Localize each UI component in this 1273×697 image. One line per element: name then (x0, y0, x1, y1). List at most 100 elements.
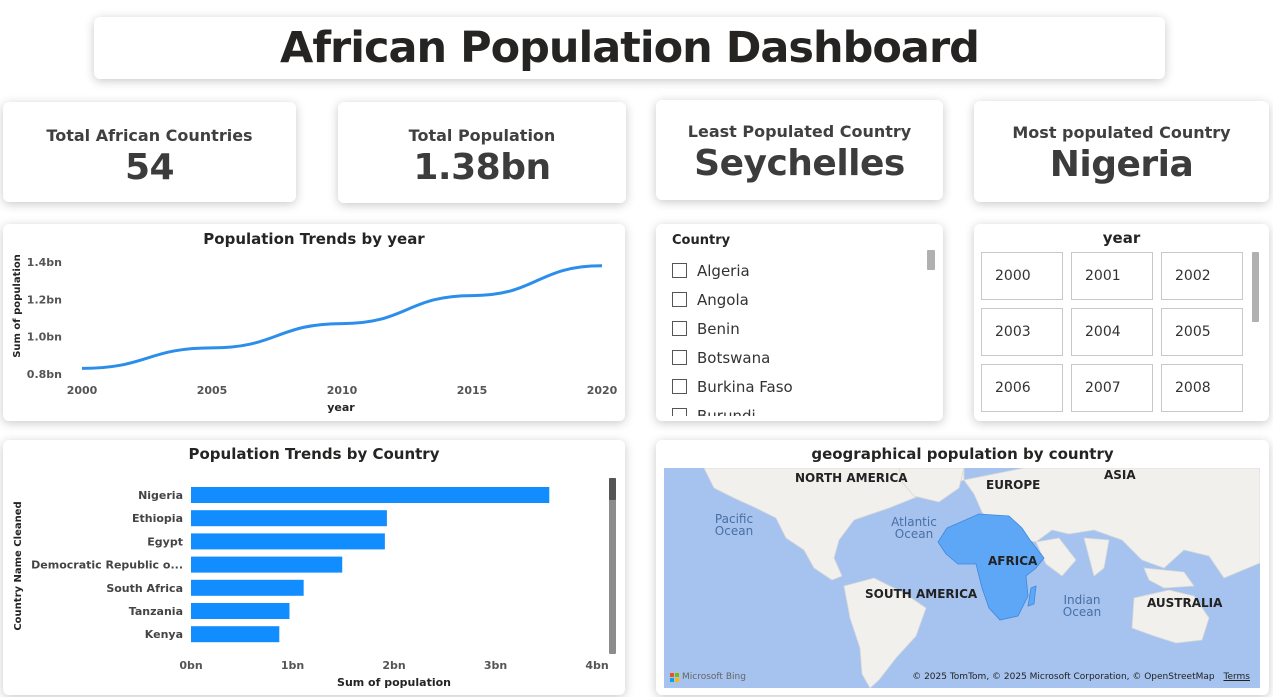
bar-chart-x-tick: 0bn (179, 659, 202, 672)
kpi-value: Nigeria (1049, 144, 1194, 185)
checkbox[interactable] (672, 350, 687, 365)
bar-chart-category-label: Nigeria (138, 489, 183, 502)
year-slicer[interactable]: year 2000 2001 2002 2003 2004 2005 2006 … (974, 224, 1269, 421)
map-attribution-text[interactable]: © 2025 TomTom, © 2025 Microsoft Corporat… (912, 672, 1215, 682)
year-tile[interactable]: 2002 (1161, 252, 1243, 300)
line-chart-x-tick: 2005 (197, 384, 228, 397)
line-chart-x-tick: 2000 (67, 384, 98, 397)
map-label-atlantic-ocean: Atlantic Ocean (891, 515, 937, 541)
slicer-item-angola[interactable]: Angola (672, 285, 928, 314)
kpi-value: Seychelles (694, 143, 905, 184)
map-label-pacific-ocean: Pacific Ocean (714, 512, 754, 538)
map-title: geographical population by country (811, 445, 1114, 463)
country-slicer[interactable]: Country Algeria Angola Benin Botswana Bu… (656, 224, 943, 421)
kpi-label: Least Populated Country (687, 122, 912, 141)
line-series-population[interactable] (81, 264, 603, 370)
slicer-item-label: Angola (697, 290, 749, 309)
year-tile[interactable]: 2008 (1161, 364, 1243, 412)
map-provider-logo: Microsoft Bing (670, 672, 746, 682)
bar-kenya[interactable] (191, 626, 280, 643)
line-chart-x-tick: 2015 (457, 384, 488, 397)
line-chart-title: Population Trends by year (203, 230, 425, 248)
kpi-card-least-populated[interactable]: Least Populated Country Seychelles (656, 100, 943, 200)
bar-chart-category-label: Egypt (147, 535, 183, 548)
microsoft-logo-icon (670, 672, 679, 682)
bar-tanzania[interactable] (191, 603, 290, 619)
map-label-europe: EUROPE (986, 478, 1041, 492)
map-land (703, 468, 1260, 688)
year-tile[interactable]: 2005 (1161, 308, 1243, 356)
line-chart-x-axis-title: year (327, 401, 355, 414)
kpi-card-total-population[interactable]: Total Population 1.38bn (338, 102, 626, 203)
line-chart-y-tick: 1.0bn (27, 331, 62, 344)
line-chart-x-tick: 2020 (587, 384, 618, 397)
slicer-item-algeria[interactable]: Algeria (672, 256, 928, 285)
line-chart-y-tick: 1.4bn (27, 256, 62, 269)
checkbox[interactable] (672, 408, 687, 416)
bar-south-africa[interactable] (191, 579, 304, 596)
map-provider-name: Microsoft Bing (682, 672, 746, 682)
checkbox[interactable] (672, 292, 687, 307)
line-chart-y-tick: 0.8bn (27, 368, 62, 381)
checkbox[interactable] (672, 321, 687, 336)
slicer-item-burkina-faso[interactable]: Burkina Faso (672, 372, 928, 401)
kpi-label: Total African Countries (46, 126, 253, 145)
year-slicer-scrollbar[interactable] (1252, 252, 1259, 322)
slicer-item-botswana[interactable]: Botswana (672, 343, 928, 372)
line-chart-y-axis-title: Sum of population (12, 254, 23, 358)
bar-egypt[interactable] (191, 533, 385, 550)
kpi-card-most-populated[interactable]: Most populated Country Nigeria (974, 101, 1269, 202)
map-label-australia: AUSTRALIA (1147, 596, 1223, 610)
slicer-item-benin[interactable]: Benin (672, 314, 928, 343)
line-chart-x-tick: 2010 (327, 384, 358, 397)
bar-chart-scrollbar-cap (609, 478, 616, 500)
line-chart-card[interactable]: Population Trends by year Sum of populat… (3, 224, 625, 421)
year-tile[interactable]: 2000 (981, 252, 1063, 300)
bar-chart-x-tick: 3bn (484, 659, 507, 672)
year-tile[interactable]: 2007 (1071, 364, 1153, 412)
year-slicer-title: year (1102, 229, 1141, 247)
bar-chart-category-label: Ethiopia (132, 512, 183, 525)
country-slicer-scrollbar[interactable] (927, 250, 935, 270)
bar-chart-category-label: South Africa (106, 582, 183, 595)
bar-chart-x-tick: 1bn (281, 659, 304, 672)
bar-democratic-republic-o[interactable] (191, 556, 343, 573)
line-chart: Sum of population year 1.4bn 1.2bn 1.0bn 0.… (12, 254, 618, 414)
world-map[interactable]: NORTH AMERICA EUROPE ASIA AFRICA SOUTH A… (664, 468, 1260, 688)
bar-nigeria[interactable] (191, 487, 550, 503)
map-label-indian-ocean: Indian Ocean (1062, 593, 1102, 619)
bar-chart-title: Population Trends by Country (188, 445, 440, 463)
kpi-card-total-countries[interactable]: Total African Countries 54 (3, 102, 296, 202)
year-tile[interactable]: 2001 (1071, 252, 1153, 300)
dashboard-title-card: African Population Dashboard (94, 17, 1165, 79)
slicer-item-label: Burundi (697, 406, 756, 417)
bar-chart-x-axis-title: Sum of population (337, 676, 451, 689)
map-terms-link[interactable]: Terms (1223, 672, 1250, 682)
kpi-label: Most populated Country (1012, 123, 1231, 142)
checkbox[interactable] (672, 263, 687, 278)
checkbox[interactable] (672, 379, 687, 394)
kpi-value: 54 (124, 147, 175, 188)
bar-chart-scrollbar[interactable] (609, 478, 616, 654)
bar-chart-card[interactable]: Population Trends by Country Country Nam… (3, 440, 625, 695)
bar-chart-category-label: Democratic Republic o... (31, 559, 183, 572)
year-tile[interactable]: 2004 (1071, 308, 1153, 356)
country-slicer-list: Algeria Angola Benin Botswana Burkina Fa… (672, 256, 928, 416)
bar-chart-category-label: Kenya (145, 628, 183, 641)
dashboard-title: African Population Dashboard (280, 23, 980, 73)
map-label-south-america: SOUTH AMERICA (865, 587, 978, 601)
slicer-item-label: Benin (697, 319, 740, 338)
bar-chart: Country Name Cleaned Sum of population N… (13, 487, 609, 689)
map-card[interactable]: geographical population by country NORTH… (656, 440, 1269, 695)
bar-chart-category-label: Tanzania (129, 605, 183, 618)
kpi-label: Total Population (408, 126, 556, 145)
kpi-value: 1.38bn (413, 147, 551, 188)
map-label-africa: AFRICA (988, 554, 1038, 568)
bar-chart-x-tick: 4bn (585, 659, 608, 672)
year-tile[interactable]: 2006 (981, 364, 1063, 412)
year-tile[interactable]: 2003 (981, 308, 1063, 356)
bar-chart-x-tick: 2bn (382, 659, 405, 672)
slicer-item-burundi[interactable]: Burundi (672, 401, 928, 416)
bar-ethiopia[interactable] (191, 510, 387, 527)
line-chart-y-tick: 1.2bn (27, 293, 62, 306)
